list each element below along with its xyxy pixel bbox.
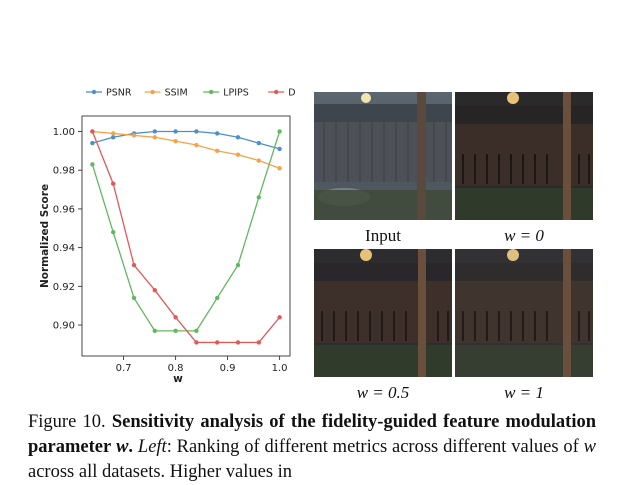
y-tick-label: 0.94 [53,243,75,254]
data-point-lpips [215,295,220,301]
panel-label-input: Input [365,226,401,245]
y-axis-label: Normalized Score [39,184,51,288]
legend-marker-psnr [91,89,97,95]
data-point-lpips [131,295,137,301]
panel-label-w0: w = 0 [504,226,544,245]
panel-label-w05: w = 0.5 [356,383,410,402]
x-tick-label: 0.8 [168,363,184,374]
legend-marker-lpips [209,89,214,95]
data-point-dists [256,340,261,345]
data-point-lpips [90,162,95,167]
x-tick-label: 1.0 [272,363,288,374]
data-point-lpips [256,195,261,200]
y-tick-label: 0.90 [53,321,75,332]
panel-w0-image [455,92,593,220]
data-point-lpips [194,328,199,334]
data-point-lpips [277,129,282,134]
data-point-dists [194,340,199,345]
data-point-ssim [194,142,199,148]
data-point-psnr [256,140,261,146]
data-point-dists [90,129,95,134]
data-point-ssim [256,158,261,163]
caption-text: : Ranking of different metrics across di… [166,437,579,457]
plot-frame [81,115,291,357]
legend-label-lpips: LPIPS [223,88,249,99]
data-point-psnr [277,146,282,152]
data-point-lpips [111,229,116,235]
x-tick-label: 0.7 [116,363,132,374]
data-point-dists [152,287,157,293]
x-axis-label: w [173,373,183,385]
figure-number: Figure 10. [28,412,106,432]
data-point-ssim [215,148,220,154]
metrics-line-chart: 0.7 0.8 0.9 1.0 0.90 0.92 0.94 0.96 0.98 1.00 w Nor… [39,88,296,386]
data-point-dists [215,340,220,345]
series-line-psnr [92,130,280,150]
panel-w1-image [455,249,593,377]
series-line-lpips [91,131,281,332]
data-point-ssim [173,138,178,144]
legend-label-dists: DISTS [288,88,296,99]
series-line-dists [91,131,281,344]
panel-label-w1: w = 1 [504,383,544,402]
legend-marker-dists [274,89,279,95]
legend-label-ssim: SSIM [165,88,188,99]
caption-text-end: across all datasets. Higher values in [28,462,293,482]
data-point-ssim [152,135,157,140]
data-point-ssim [235,152,241,157]
data-point-ssim [131,133,137,138]
data-point-psnr [194,129,199,134]
series-line-ssim [92,130,280,169]
legend-marker-ssim [150,89,155,95]
data-point-psnr [152,129,157,134]
data-point-ssim [111,131,116,136]
y-tick-label: 0.98 [53,166,75,177]
data-point-dists [277,315,282,320]
data-point-psnr [173,129,178,134]
data-point-ssim [277,166,282,171]
panel-input-image [314,92,452,220]
data-point-psnr [111,135,116,140]
caption-title: Sensitivity analysis of the fidelity-gui… [28,412,597,457]
legend-label-psnr: PSNR [106,88,132,99]
figure-caption: Figure 10. Sensitivity analysis of the f… [28,412,597,482]
data-point-lpips [235,262,241,268]
y-tick-label: 0.92 [53,282,75,293]
data-point-psnr [235,135,241,140]
panel-w05-image [314,249,452,377]
y-tick-label: 1.00 [53,127,75,138]
data-point-dists [131,262,137,268]
data-point-psnr [90,140,95,146]
data-point-dists [173,315,178,320]
caption-text-var: w [583,437,597,457]
data-point-dists [111,181,116,186]
data-point-dists [235,340,241,345]
x-tick-label: 0.9 [220,363,236,374]
data-point-lpips [173,328,178,334]
caption-left-label: Left [137,437,167,457]
data-point-psnr [215,131,220,136]
caption-title-var: w [116,437,129,457]
data-point-lpips [152,328,157,334]
y-tick-label: 0.96 [53,204,75,215]
